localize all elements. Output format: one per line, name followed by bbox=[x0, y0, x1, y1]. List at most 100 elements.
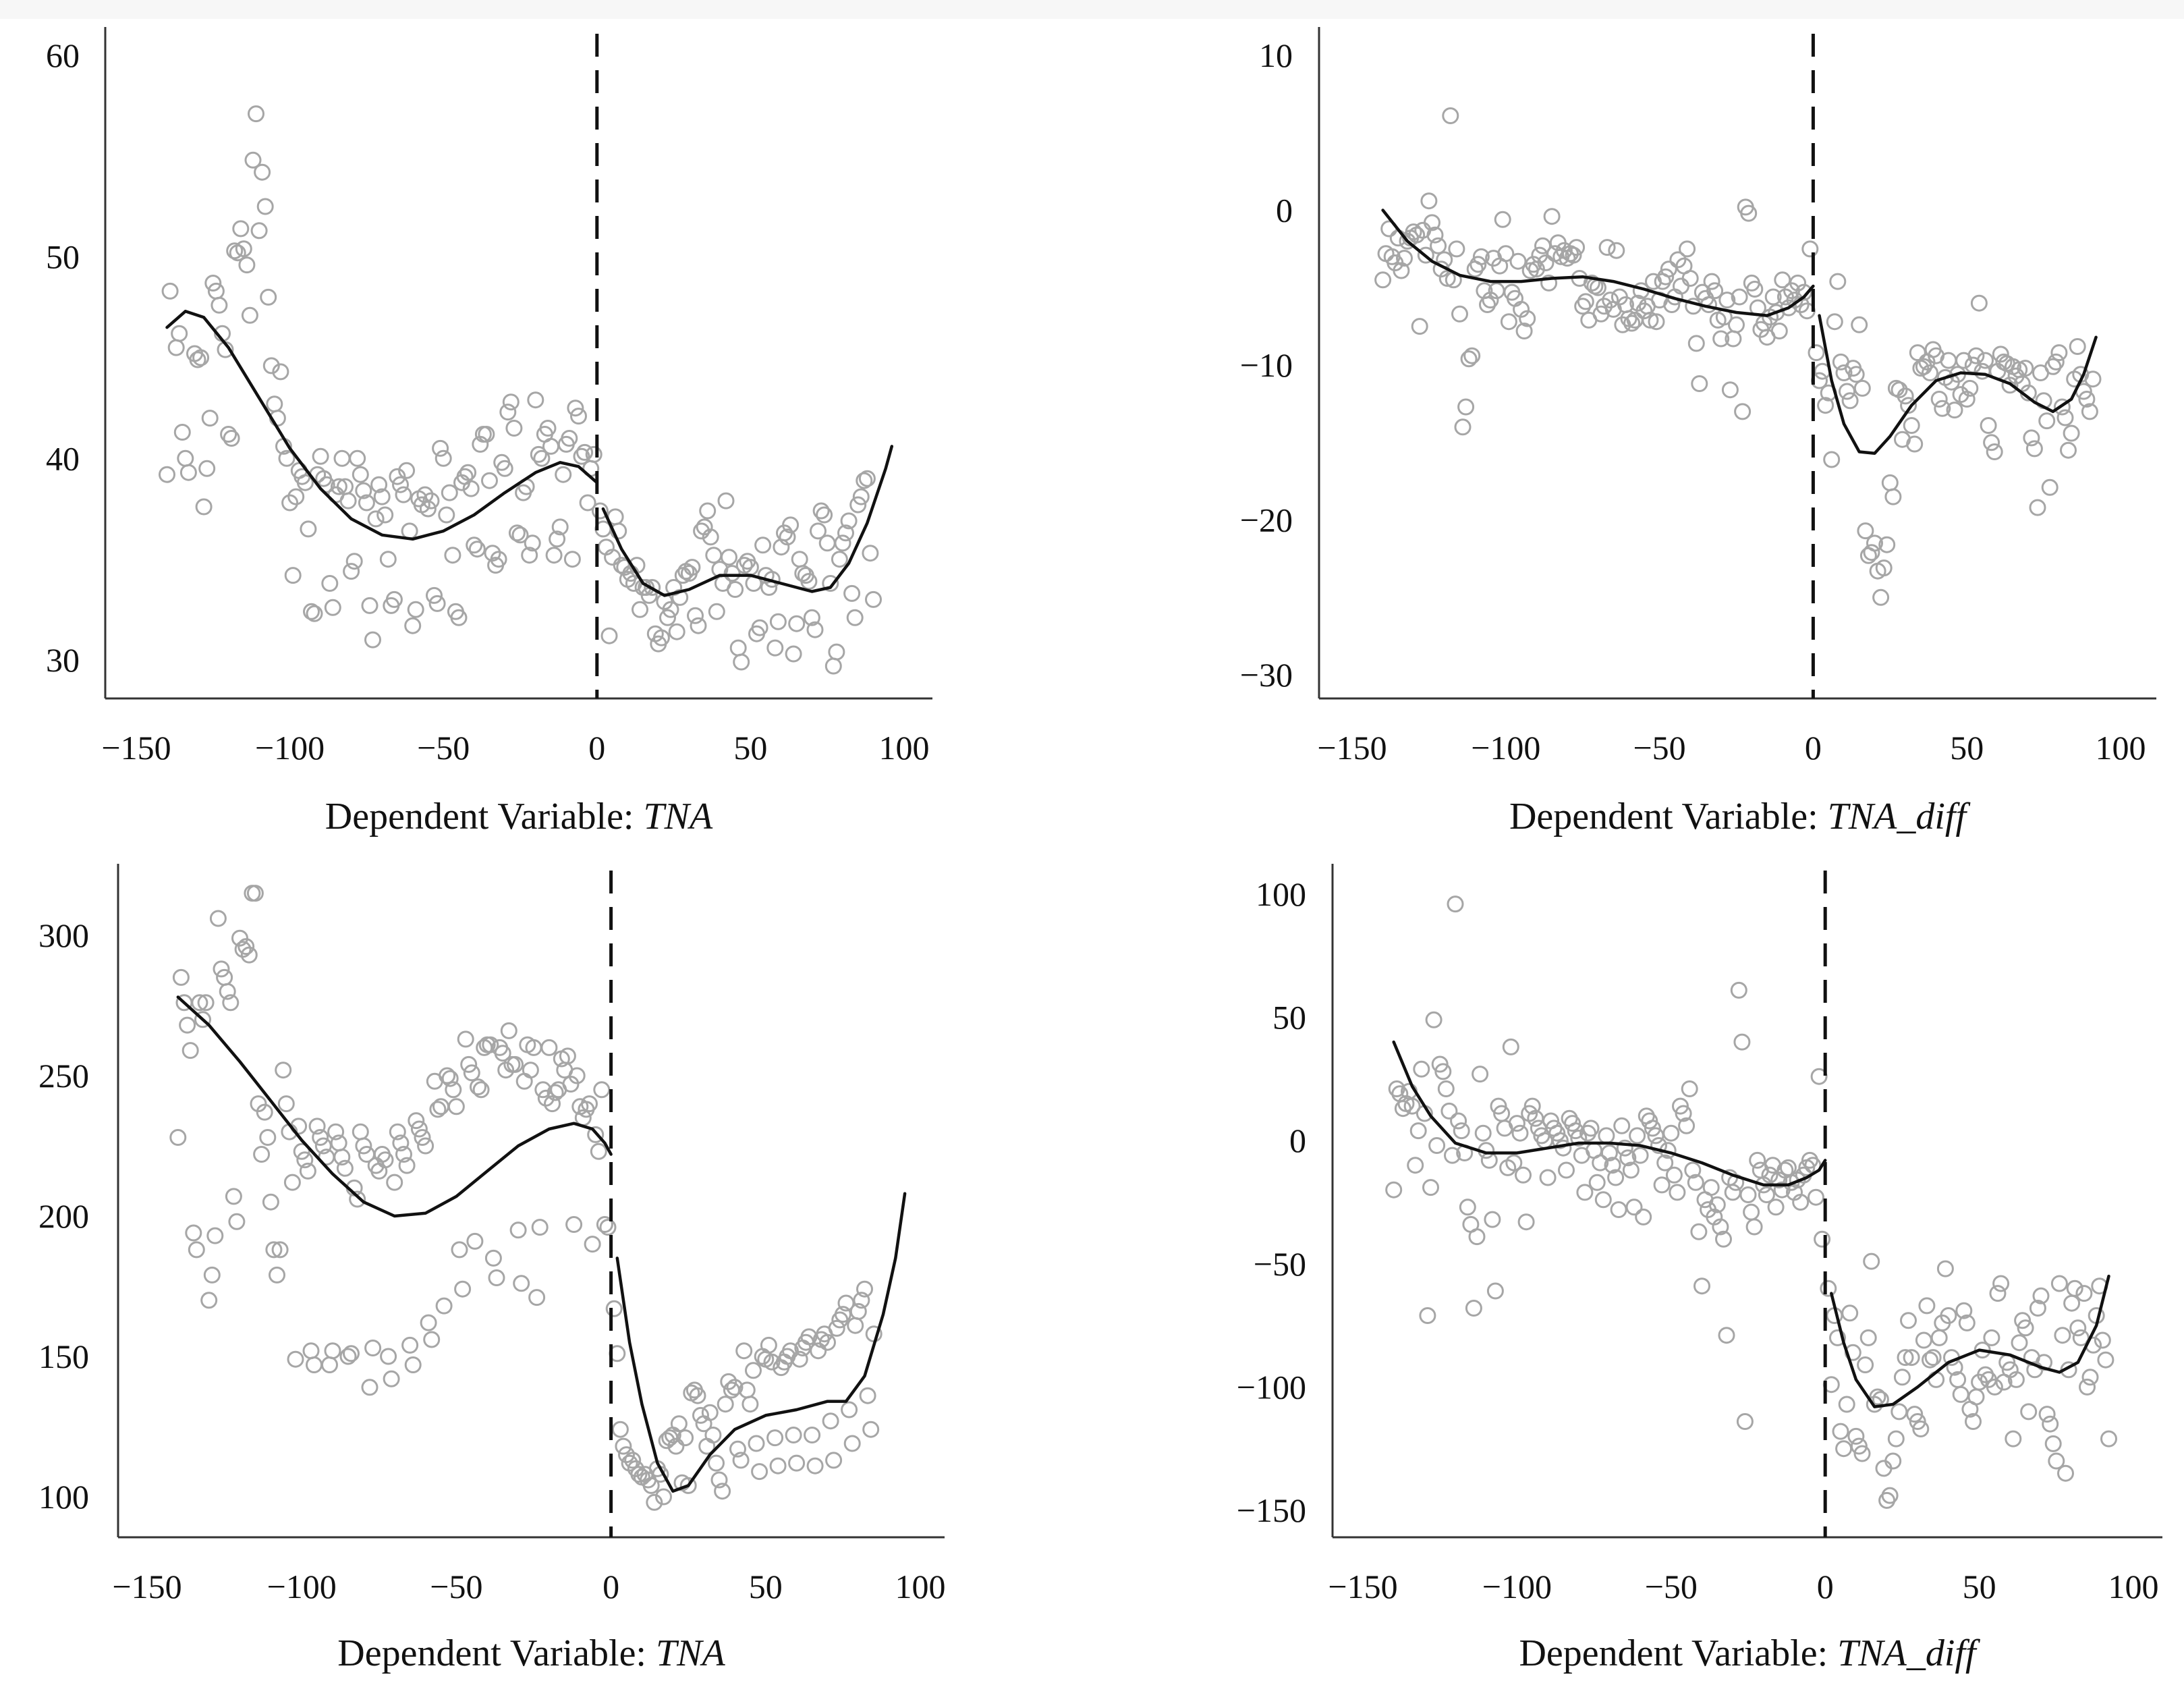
scatter-point bbox=[1814, 1230, 1831, 1248]
scatter-point bbox=[1540, 274, 1558, 292]
scatter-point bbox=[1891, 381, 1908, 399]
scatter-point bbox=[1958, 1314, 1976, 1331]
panel-top-left: −150 −100 −50 0 50 100 30 40 50 60 Dependent Varia… bbox=[46, 27, 932, 837]
scatter-point bbox=[1891, 1403, 1908, 1421]
scatter-point bbox=[1444, 1147, 1461, 1164]
scatter-point bbox=[1407, 1157, 1424, 1174]
scatter-point bbox=[1687, 1174, 1704, 1191]
scatter-point bbox=[1715, 1230, 1732, 1248]
scatter-point bbox=[1906, 1406, 1924, 1423]
scatter-point bbox=[1588, 1174, 1606, 1191]
scatter-point bbox=[1973, 1342, 1991, 1359]
x-tick-label: −150 bbox=[1328, 1568, 1397, 1605]
y-tick-label: −20 bbox=[1240, 501, 1293, 539]
scatter-point bbox=[1884, 1452, 1902, 1470]
scatter-point bbox=[1625, 1199, 1643, 1216]
scatter-point bbox=[1838, 1396, 1855, 1413]
y-tick-label: 0 bbox=[1276, 192, 1293, 229]
scatter-point bbox=[466, 536, 483, 554]
scatter-point bbox=[2069, 1319, 2087, 1337]
scatter-point bbox=[2081, 403, 2098, 420]
scatter-point bbox=[435, 449, 452, 467]
x-tick-label: −50 bbox=[1645, 1568, 1698, 1605]
scatter-point bbox=[1952, 1385, 1969, 1403]
scatter-point bbox=[1428, 1137, 1446, 1154]
scatter-point bbox=[1847, 1427, 1865, 1445]
scatter-point bbox=[1736, 1413, 1754, 1430]
scatter-point bbox=[766, 639, 784, 657]
scatter-point bbox=[1508, 1115, 1525, 1132]
scatter-point bbox=[699, 502, 717, 520]
scatter-point bbox=[559, 1047, 576, 1065]
scatter-point bbox=[398, 462, 416, 479]
scatter-point bbox=[179, 464, 197, 481]
scatter-point bbox=[562, 1076, 580, 1093]
scatter-point bbox=[1479, 296, 1496, 313]
scatter-point bbox=[1839, 383, 1855, 400]
scatter-point bbox=[788, 1454, 806, 1472]
scatter-point bbox=[484, 1249, 502, 1267]
fit-curve-left bbox=[176, 995, 613, 1218]
scatter-point bbox=[2047, 353, 2065, 370]
scatter-point bbox=[542, 437, 559, 455]
scatter-point bbox=[314, 1137, 332, 1155]
scatter-point bbox=[466, 1232, 484, 1250]
scatter-point bbox=[865, 590, 882, 608]
scatter-point bbox=[1687, 335, 1705, 352]
scatter-point bbox=[220, 426, 237, 443]
scatter-point bbox=[591, 502, 609, 520]
scatter-point bbox=[1875, 559, 1893, 577]
scatter-point bbox=[1708, 1196, 1726, 1213]
scatter-point bbox=[1857, 1356, 1874, 1373]
scatter-point bbox=[531, 1219, 549, 1236]
scatter-point bbox=[499, 404, 517, 421]
scatter-point bbox=[710, 1471, 728, 1489]
scatter-point bbox=[1866, 534, 1883, 552]
scatter-point bbox=[2081, 1369, 2099, 1386]
scatter-point bbox=[459, 464, 477, 481]
scatter-point bbox=[818, 534, 836, 552]
scatter-point bbox=[407, 601, 424, 618]
scatter-point bbox=[1853, 1445, 1871, 1462]
scatter-point bbox=[271, 1241, 289, 1259]
scatter-point bbox=[849, 496, 867, 514]
scatter-point bbox=[457, 1030, 474, 1048]
scatter-point bbox=[380, 1348, 397, 1365]
scatter-point bbox=[1519, 310, 1536, 327]
x-axis-title: Dependent Variable: TNA bbox=[337, 1632, 725, 1674]
scatter-point bbox=[398, 1157, 416, 1174]
scatter-point bbox=[1884, 488, 1902, 505]
scatter-point bbox=[1887, 1430, 1905, 1448]
scatter-point bbox=[389, 468, 406, 485]
scatter-point bbox=[1660, 260, 1677, 278]
top-strip bbox=[0, 0, 2184, 19]
scatter-point bbox=[352, 466, 369, 483]
scatter-point bbox=[1940, 352, 1957, 369]
scatter-point bbox=[1610, 1201, 1627, 1218]
scatter-point bbox=[1986, 1378, 2003, 1396]
scatter-point bbox=[432, 439, 449, 457]
scatter-point bbox=[729, 639, 747, 657]
scatter-point bbox=[1906, 435, 1924, 453]
scatter-point bbox=[1568, 239, 1586, 256]
scatter-point bbox=[2053, 398, 2071, 416]
scatter-point bbox=[555, 466, 572, 483]
y-tick-label: −10 bbox=[1240, 346, 1293, 384]
scatter-point bbox=[1448, 240, 1465, 258]
y-tick-label: 50 bbox=[46, 238, 80, 276]
scatter-point bbox=[1691, 375, 1708, 392]
y-tick-label: 10 bbox=[1259, 36, 1293, 74]
scatter-point bbox=[1582, 1120, 1600, 1137]
y-tick-label: 300 bbox=[38, 916, 89, 954]
scatter-point bbox=[1425, 1011, 1443, 1028]
scatter-point bbox=[494, 1045, 511, 1062]
scatter-point bbox=[611, 1421, 629, 1438]
scatter-point bbox=[1841, 392, 1859, 410]
scatter-point bbox=[533, 449, 551, 467]
scatter-point bbox=[605, 1300, 623, 1317]
scatter-point bbox=[211, 296, 228, 314]
scatter-point bbox=[2029, 1300, 2046, 1317]
scatter-point bbox=[1494, 211, 1511, 228]
scatter-point bbox=[804, 1427, 821, 1443]
